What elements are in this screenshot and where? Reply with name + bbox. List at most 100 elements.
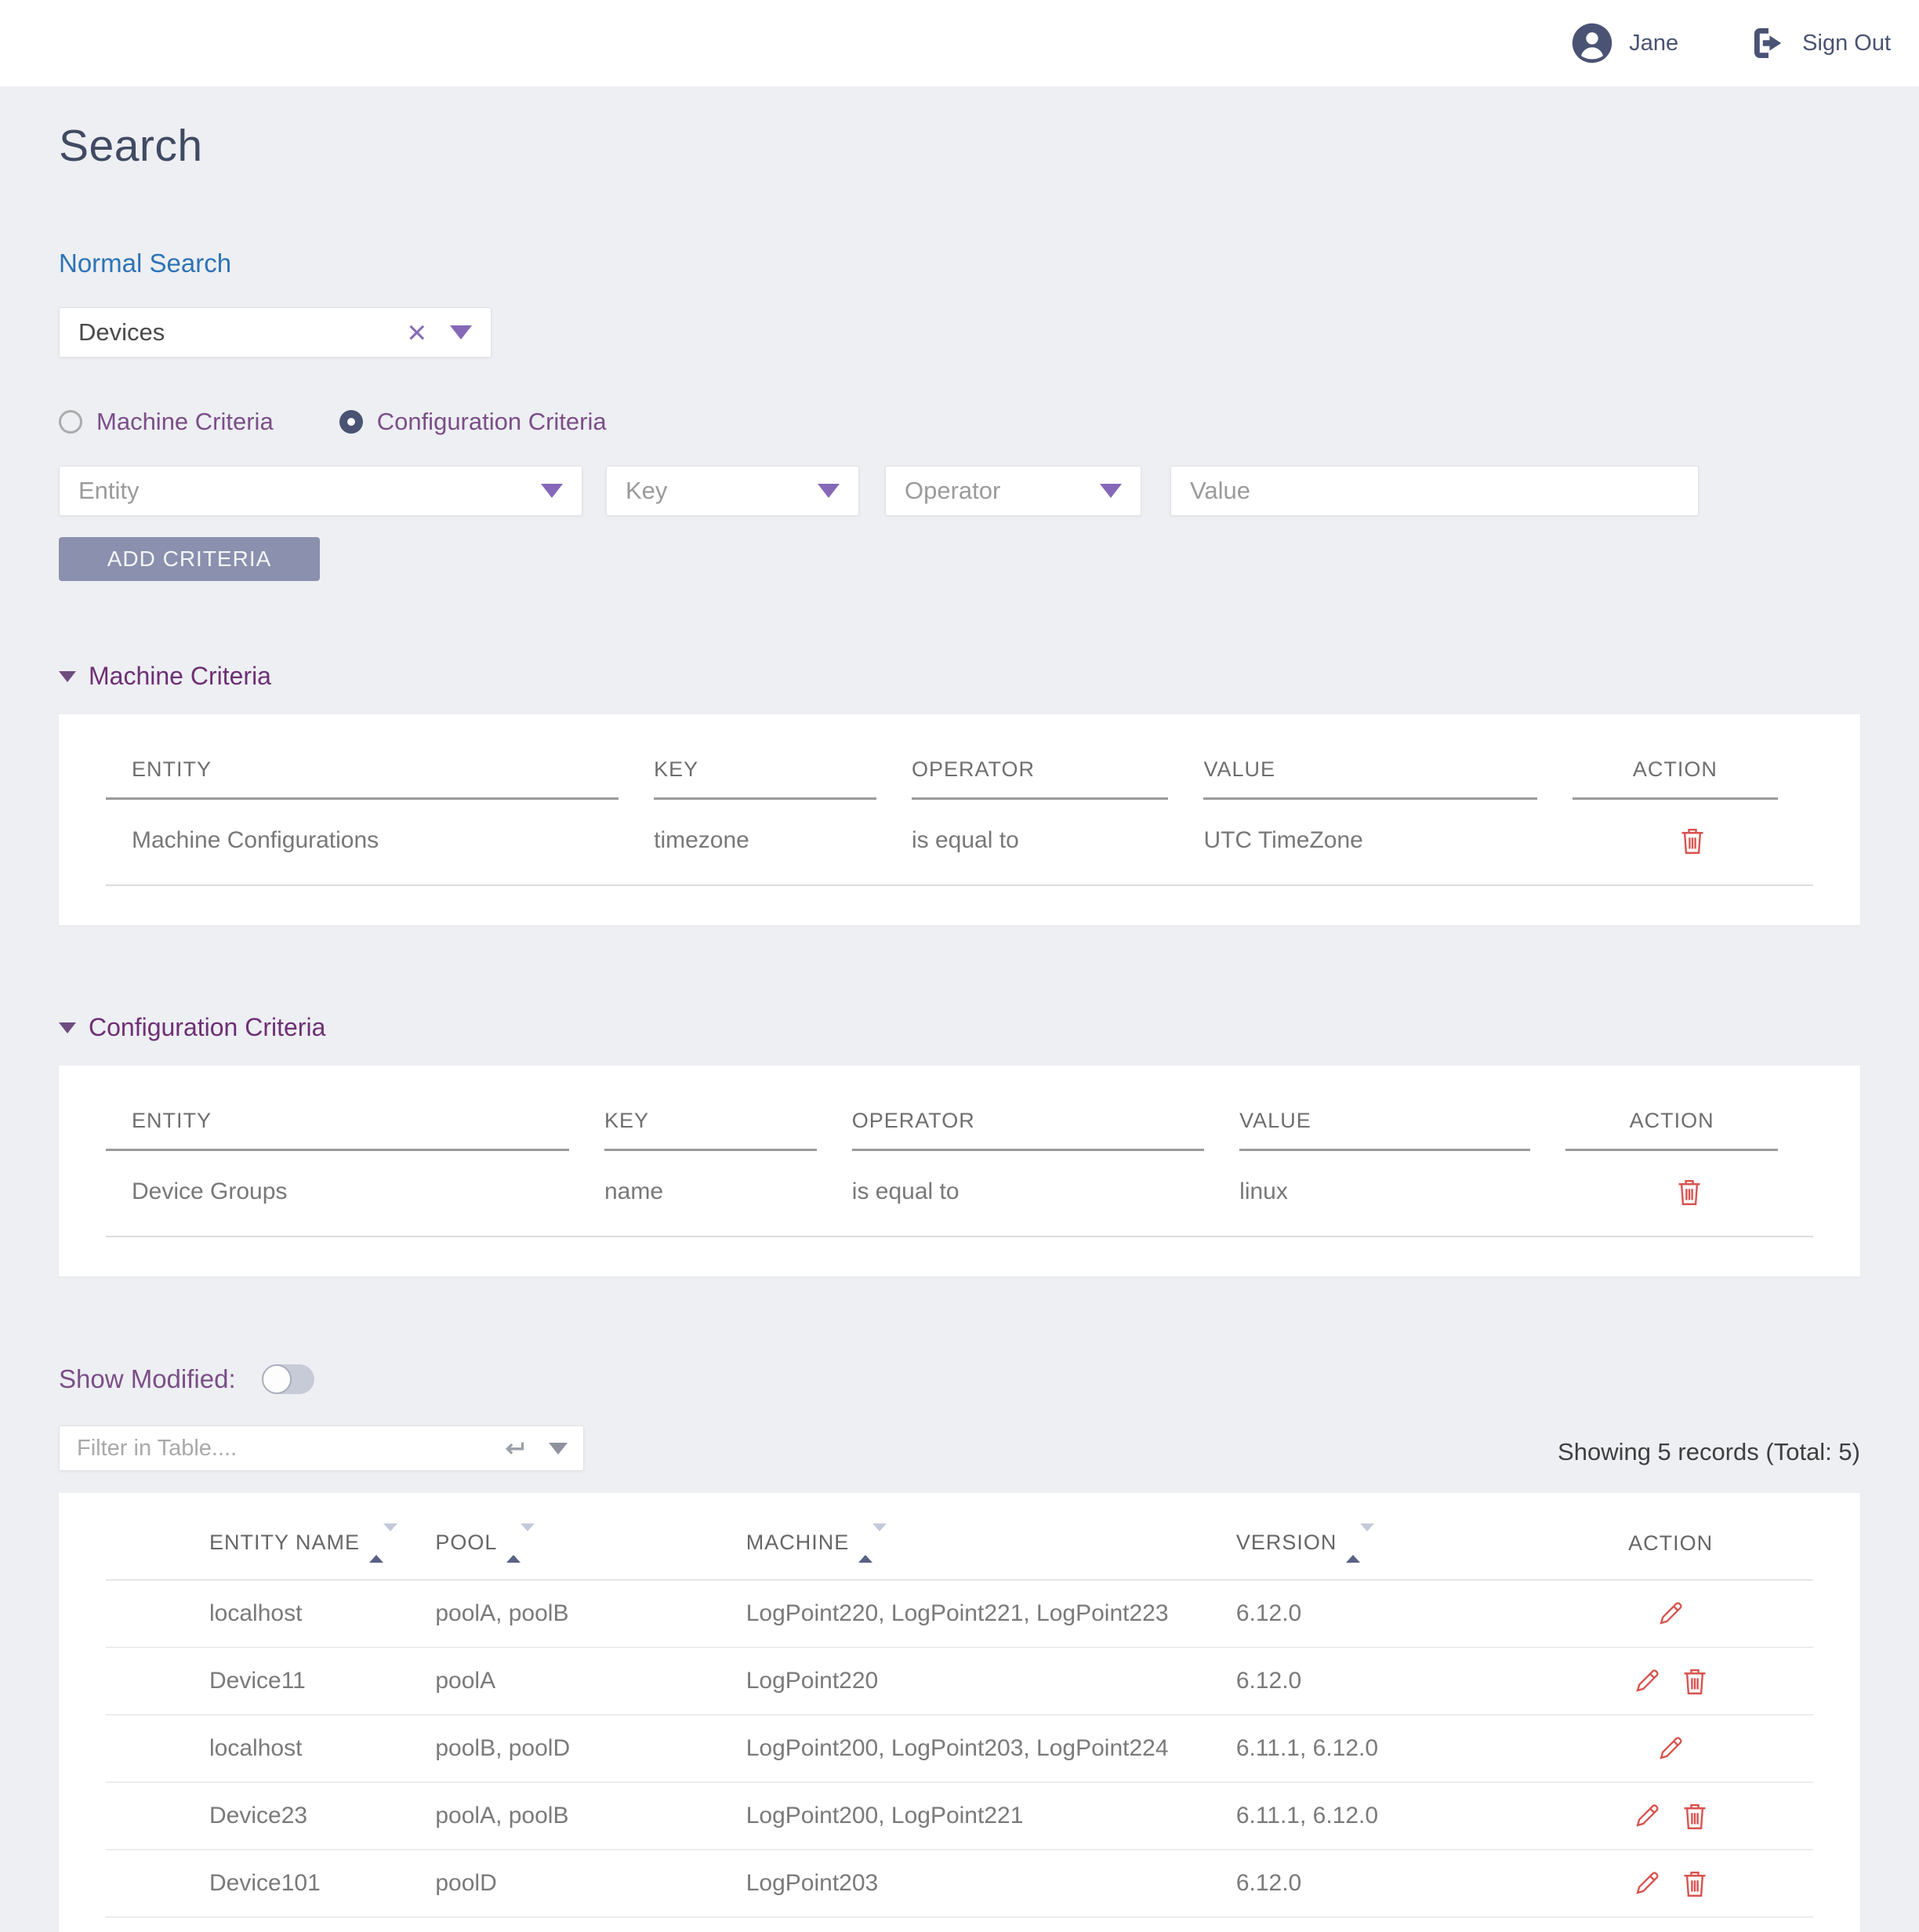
cell-entity-name: localhost (106, 1580, 436, 1649)
chevron-down-icon[interactable] (1100, 484, 1122, 498)
clear-icon[interactable]: × (407, 314, 426, 350)
entity-select-placeholder: Entity (78, 477, 140, 504)
cell-pool: poolB, poolD (435, 1715, 746, 1784)
machine-criteria-card: ENTITY KEY OPERATOR VALUE ACTION Machine… (59, 714, 1860, 925)
cell-machine: LogPoint200, LogPoint221 (745, 1782, 1236, 1851)
sign-out-label: Sign Out (1802, 30, 1891, 56)
radio-machine-criteria[interactable]: Machine Criteria (59, 408, 274, 436)
table-row: Device11 poolA LogPoint220 6.12.0 (106, 1647, 1813, 1716)
delete-button[interactable] (1674, 1800, 1715, 1832)
delete-button[interactable] (1672, 825, 1713, 856)
column-header-action: ACTION (1528, 1493, 1813, 1582)
sort-icon[interactable] (858, 1523, 887, 1563)
table-header-row: ENTITY NAME POOL MACHINE VERSION ACTION (106, 1493, 1813, 1582)
cell-version: 6.12.0 (1235, 1580, 1529, 1649)
column-header-machine[interactable]: MACHINE (745, 1493, 1236, 1582)
delete-button[interactable] (1669, 1176, 1710, 1208)
cell-key: name (604, 1151, 852, 1237)
edit-icon (1636, 1669, 1659, 1692)
collapse-icon (59, 670, 76, 682)
edit-button[interactable] (1626, 1666, 1668, 1696)
table-row: localhost poolA, poolB LogPoint220, LogP… (106, 1580, 1813, 1649)
operator-select[interactable]: Operator (885, 466, 1141, 516)
edit-button[interactable] (1649, 1734, 1692, 1763)
key-select-placeholder: Key (626, 477, 668, 504)
delete-icon (1684, 1872, 1706, 1898)
cell-pool: poolD (435, 1850, 746, 1919)
column-header-value: VALUE (1239, 1066, 1565, 1151)
records-summary: Showing 5 records (Total: 5) (1558, 1438, 1860, 1465)
table-row: localhost poolB, poolD LogPoint200, LogP… (106, 1715, 1813, 1784)
scope-select[interactable]: Devices × (59, 307, 492, 358)
sign-out-icon (1754, 28, 1782, 58)
column-header-operator: OPERATOR (912, 714, 1203, 800)
topbar: Jane Sign Out (0, 0, 1919, 86)
configuration-criteria-section-toggle[interactable]: Configuration Criteria (59, 1013, 1860, 1042)
sort-icon[interactable] (506, 1523, 535, 1563)
delete-icon (1681, 829, 1703, 854)
radio-unchecked-icon[interactable] (59, 410, 82, 434)
edit-button[interactable] (1649, 1599, 1692, 1629)
delete-icon (1684, 1804, 1706, 1830)
cell-key: timezone (654, 800, 912, 886)
cell-version: 6.12.0 (1235, 1647, 1529, 1716)
show-modified-toggle[interactable] (261, 1364, 314, 1394)
results-card: ENTITY NAME POOL MACHINE VERSION ACTION (59, 1493, 1860, 1932)
machine-criteria-title: Machine Criteria (89, 662, 271, 690)
chevron-down-icon[interactable] (450, 325, 472, 340)
machine-criteria-section-toggle[interactable]: Machine Criteria (59, 662, 1860, 691)
edit-icon (1636, 1804, 1659, 1827)
column-header-action: ACTION (1565, 1066, 1813, 1151)
edit-icon (1660, 1602, 1682, 1625)
user-menu[interactable]: Jane (1571, 22, 1678, 64)
return-icon[interactable] (497, 1433, 528, 1464)
chevron-down-icon[interactable] (818, 484, 840, 498)
delete-icon (1684, 1669, 1706, 1695)
cell-entity: Machine Configurations (106, 800, 655, 886)
operator-select-placeholder: Operator (905, 477, 1001, 504)
chevron-down-icon[interactable] (541, 484, 563, 498)
cell-pool: poolA, poolB (435, 1782, 746, 1851)
radio-checked-icon[interactable] (339, 410, 363, 434)
edit-button[interactable] (1626, 1801, 1668, 1831)
chevron-down-icon[interactable] (549, 1442, 568, 1454)
sort-icon[interactable] (369, 1523, 398, 1563)
edit-icon (1636, 1872, 1659, 1894)
filter-row: Showing 5 records (Total: 5) (59, 1425, 1860, 1471)
add-criteria-button[interactable]: ADD CRITERIA (59, 537, 320, 581)
radio-configuration-criteria-label: Configuration Criteria (376, 408, 607, 435)
table-filter (59, 1425, 584, 1471)
table-row: Device101 poolD LogPoint203 6.12.0 (106, 1850, 1813, 1919)
sort-icon[interactable] (1346, 1523, 1375, 1563)
delete-button[interactable] (1674, 1868, 1715, 1899)
show-modified-label: Show Modified: (59, 1364, 236, 1393)
column-header-value: VALUE (1203, 714, 1572, 800)
sign-out-button[interactable]: Sign Out (1749, 24, 1891, 62)
entity-select[interactable]: Entity (59, 466, 582, 516)
cell-version: 6.11.1, 6.12.0 (1235, 1782, 1529, 1851)
cell-entity: Device Groups (106, 1151, 604, 1237)
cell-entity-name: Device101 (106, 1850, 436, 1919)
table-row: Device23 poolA, poolB LogPoint200, LogPo… (106, 1782, 1813, 1851)
edit-button[interactable] (1626, 1868, 1668, 1898)
normal-search-link[interactable]: Normal Search (59, 249, 232, 278)
column-header-pool[interactable]: POOL (435, 1493, 746, 1582)
cell-version: 6.11.1, 6.12.0 (1235, 1715, 1529, 1784)
column-header-version[interactable]: VERSION (1235, 1493, 1529, 1582)
cell-pool: poolA, poolB (435, 1580, 746, 1649)
criteria-type-radio-group: Machine Criteria Configuration Criteria (59, 408, 1860, 436)
show-modified-row: Show Modified: (59, 1364, 1860, 1394)
column-header-entity-name[interactable]: ENTITY NAME (106, 1493, 436, 1582)
key-select[interactable]: Key (606, 466, 859, 516)
value-input[interactable] (1170, 466, 1699, 516)
results-table: ENTITY NAME POOL MACHINE VERSION ACTION (106, 1493, 1813, 1919)
radio-configuration-criteria[interactable]: Configuration Criteria (339, 408, 607, 436)
column-header-operator: OPERATOR (851, 1066, 1239, 1151)
cell-operator: is equal to (912, 800, 1204, 886)
page-title: Search (59, 121, 203, 171)
delete-button[interactable] (1674, 1665, 1715, 1697)
cell-machine: LogPoint200, LogPoint203, LogPoint224 (745, 1715, 1236, 1784)
machine-criteria-table: ENTITY KEY OPERATOR VALUE ACTION Machine… (106, 714, 1813, 886)
filter-input[interactable] (77, 1426, 497, 1470)
table-row: Device Groups name is equal to linux (106, 1151, 1813, 1237)
